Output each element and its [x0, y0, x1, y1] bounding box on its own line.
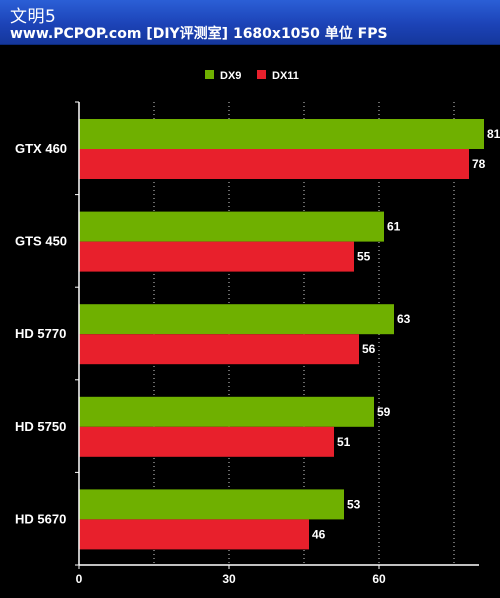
data-label: 61 [387, 220, 401, 234]
data-label: 78 [472, 157, 486, 171]
data-label: 59 [377, 405, 391, 419]
legend-label-dx11: DX11 [272, 70, 299, 82]
legend-label-dx9: DX9 [220, 70, 241, 82]
bar-dx11 [79, 241, 354, 272]
bar-dx11 [79, 519, 309, 550]
x-tick-label: 60 [372, 572, 386, 586]
x-tick-label: 30 [222, 572, 236, 586]
bar-dx9 [79, 396, 374, 427]
bar-dx9 [79, 119, 484, 149]
chart-subtitle: www.PCPOP.com [DIY评测室] 1680x1050 单位 FPS [10, 26, 388, 42]
chart-header: 文明5 www.PCPOP.com [DIY评测室] 1680x1050 单位 … [0, 0, 500, 45]
data-label: 46 [312, 527, 326, 541]
data-label: 81 [487, 127, 500, 141]
category-label: HD 5770 [15, 326, 66, 341]
x-tick-label: 0 [76, 572, 83, 586]
data-label: 55 [357, 250, 371, 264]
legend-swatch-dx11 [257, 70, 266, 79]
data-label: 63 [397, 312, 411, 326]
bar-chart: DX9 DX11 81 78 GTX 460 61 55 GTS 450 63 56 HD 5770… [15, 70, 500, 586]
bar-dx9 [79, 211, 384, 242]
bar-dx9 [79, 304, 394, 335]
bar-dx9 [79, 489, 344, 520]
data-label: 56 [362, 342, 376, 356]
bar-dx11 [79, 149, 469, 179]
category-label: HD 5670 [15, 511, 66, 526]
legend-swatch-dx9 [205, 70, 214, 79]
category-label: GTX 460 [15, 141, 67, 156]
data-label: 51 [337, 435, 351, 449]
bar-dx11 [79, 334, 359, 365]
bar-dx11 [79, 426, 334, 457]
data-label: 53 [347, 497, 361, 511]
category-label: GTS 450 [15, 234, 67, 249]
chart-title: 文明5 [10, 7, 57, 27]
category-label: HD 5750 [15, 419, 66, 434]
